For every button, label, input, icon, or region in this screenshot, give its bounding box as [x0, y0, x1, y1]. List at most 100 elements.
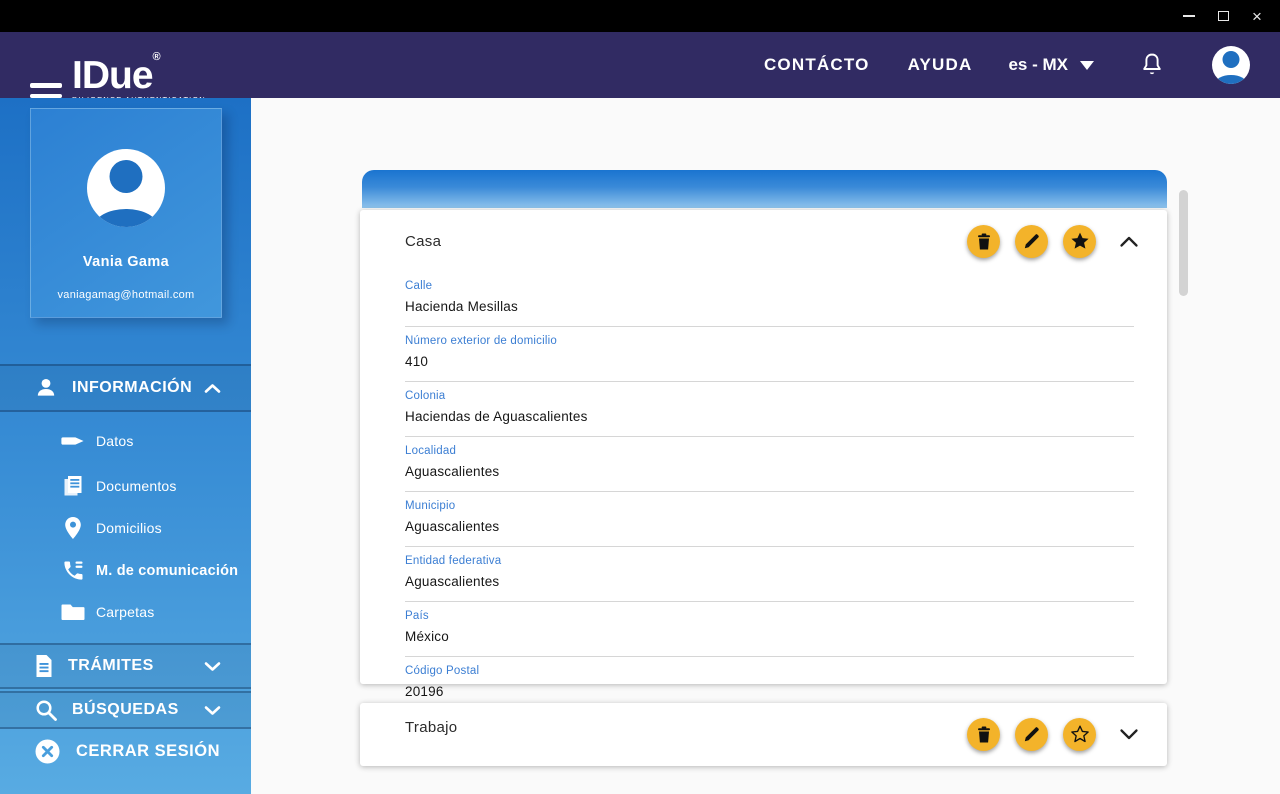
edit-button[interactable]: [1015, 717, 1048, 751]
field-label: Municipio: [405, 500, 456, 512]
field-label: País: [405, 610, 429, 622]
field-label: Número exterior de domicilio: [405, 335, 557, 347]
delete-button[interactable]: [967, 717, 1000, 751]
profile-card: Vania Gama vaniagamag@hotmail.com: [30, 108, 222, 318]
field-value: Aguascalientes: [405, 464, 500, 479]
sidebar-item-label: Domicilios: [96, 520, 162, 536]
chevron-down-icon: [1080, 60, 1094, 70]
document-icon: [36, 655, 52, 677]
bell-icon: [1143, 53, 1161, 75]
trash-icon: [977, 726, 990, 742]
sidebar-section-tramites[interactable]: TRÁMITES: [0, 643, 251, 689]
sidebar-section-busquedas[interactable]: BÚSQUEDAS: [0, 691, 251, 729]
field-pais: País México: [405, 602, 1134, 657]
sidebar-item-label: M. de comunicación: [96, 563, 239, 579]
person-icon: [37, 379, 55, 396]
delete-button[interactable]: [967, 224, 1000, 258]
collapse-button[interactable]: [1119, 235, 1139, 248]
language-value: es - MX: [1008, 55, 1068, 74]
sidebar-section-informacion[interactable]: INFORMACIÓN: [0, 364, 251, 412]
pencil-icon: [1024, 234, 1039, 249]
chevron-down-icon: [204, 705, 221, 716]
card-header: Trabajo: [360, 703, 1167, 765]
section-label: BÚSQUEDAS: [72, 701, 179, 718]
search-icon: [36, 700, 57, 721]
field-label: Calle: [405, 280, 433, 292]
avatar-head-icon: [1222, 51, 1240, 68]
address-card-trabajo: Trabajo: [360, 703, 1167, 766]
sidebar-item-m-de-comunicacion[interactable]: M. de comunicación: [0, 551, 251, 591]
close-icon: ×: [1252, 6, 1262, 26]
star-outline-icon: [1070, 725, 1089, 743]
pencil-icon: [1024, 727, 1039, 742]
star-filled-icon: [1070, 232, 1089, 249]
phone-icon: [61, 559, 85, 583]
window-close-button[interactable]: ×: [1240, 0, 1274, 32]
sidebar-item-label: Datos: [96, 433, 134, 449]
tag-icon: [61, 434, 85, 448]
language-selector[interactable]: es - MX: [1008, 55, 1094, 75]
field-value: Aguascalientes: [405, 574, 500, 589]
notifications-button[interactable]: [1140, 52, 1164, 78]
window-titlebar: ×: [0, 0, 1280, 32]
chevron-down-icon: [1120, 728, 1138, 739]
map-pin-icon: [61, 516, 85, 540]
sidebar-item-carpetas[interactable]: Carpetas: [0, 592, 251, 632]
field-label: Localidad: [405, 445, 457, 457]
chevron-up-icon: [204, 383, 221, 394]
section-label: INFORMACIÓN: [72, 379, 193, 396]
minimize-icon: [1183, 15, 1195, 17]
logout-label: CERRAR SESIÓN: [76, 741, 221, 760]
hamburger-icon: [30, 83, 62, 88]
main-content: Casa: [251, 98, 1280, 794]
field-value: 20196: [405, 684, 444, 699]
field-numero-exterior: Número exterior de domicilio 410: [405, 327, 1134, 382]
app-header: IDue® DILIGENCE AUTHENTICATION CONTÁCTO …: [0, 32, 1280, 109]
field-label: Entidad federativa: [405, 555, 502, 567]
address-fields: Calle Hacienda Mesillas Número exterior …: [360, 272, 1167, 712]
header-nav: CONTÁCTO AYUDA es - MX: [764, 32, 1280, 98]
trash-icon: [977, 233, 990, 249]
field-municipio: Municipio Aguascalientes: [405, 492, 1134, 547]
sidebar-item-datos[interactable]: Datos: [0, 421, 251, 461]
contact-link[interactable]: CONTÁCTO: [763, 55, 870, 74]
edit-button[interactable]: [1015, 224, 1048, 258]
card-header: Casa: [360, 210, 1167, 272]
field-colonia: Colonia Haciendas de Aguascalientes: [405, 382, 1134, 437]
expand-button[interactable]: [1119, 728, 1139, 741]
field-label: Colonia: [405, 390, 446, 402]
sidebar-item-documentos[interactable]: Documentos: [0, 466, 251, 506]
documents-icon: [61, 474, 85, 498]
favorite-button[interactable]: [1063, 717, 1096, 751]
address-card-casa: Casa: [360, 210, 1167, 712]
window-minimize-button[interactable]: [1172, 0, 1206, 32]
brand-logo: IDue® DILIGENCE AUTHENTICATION: [72, 35, 206, 104]
logout-button[interactable]: CERRAR SESIÓN: [0, 729, 251, 773]
profile-name: Vania Gama: [82, 254, 170, 270]
favorite-button[interactable]: [1063, 224, 1096, 258]
help-link[interactable]: AYUDA: [907, 55, 973, 74]
chevron-down-icon: [204, 661, 221, 672]
avatar-shoulders-icon: [94, 209, 158, 227]
card-actions: [967, 224, 1139, 258]
user-avatar[interactable]: [1212, 46, 1250, 84]
field-value: Haciendas de Aguascalientes: [405, 409, 588, 424]
sidebar: Vania Gama vaniagamag@hotmail.com INFORM…: [0, 98, 251, 794]
avatar-shoulders-icon: [1215, 75, 1247, 84]
field-value: México: [405, 629, 449, 644]
sidebar-item-domicilios[interactable]: Domicilios: [0, 508, 251, 548]
field-value: Hacienda Mesillas: [405, 299, 518, 314]
folder-icon: [61, 602, 85, 622]
window-maximize-button[interactable]: [1206, 0, 1240, 32]
sidebar-item-label: Documentos: [96, 478, 177, 494]
avatar-head-icon: [109, 160, 143, 193]
scrollbar-thumb[interactable]: [1179, 190, 1188, 296]
card-title: Trabajo: [405, 718, 458, 736]
card-title: Casa: [405, 232, 442, 250]
field-localidad: Localidad Aguascalientes: [405, 437, 1134, 492]
field-label: Código Postal: [405, 665, 480, 677]
content-header-bar: [362, 170, 1167, 208]
registered-mark: ®: [152, 51, 161, 63]
close-circle-icon: [35, 739, 60, 763]
maximize-icon: [1217, 11, 1229, 21]
